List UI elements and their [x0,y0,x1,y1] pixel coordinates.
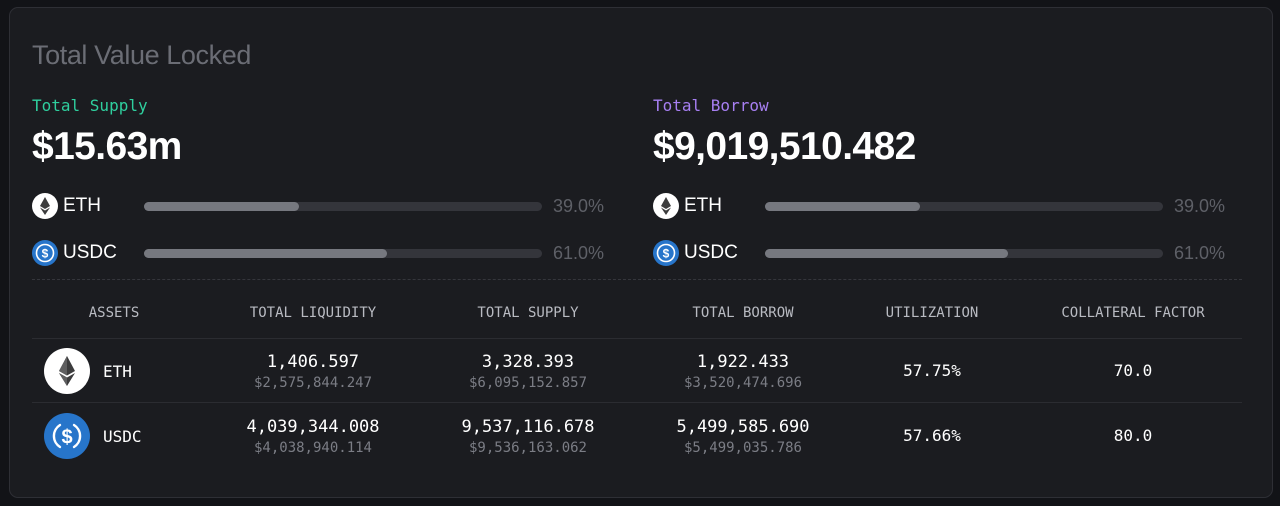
supply-eth-bar-fill [144,202,300,211]
supply-usd: $9,536,163.062 [468,440,587,456]
liquidity-cell: 4,039,344.008 $4,038,940.114 [246,416,379,457]
supply-usdc-bar [144,249,542,258]
borrow-amount: 5,499,585.690 [676,417,810,437]
col-header-total-borrow: TOTAL BORROW [692,305,794,321]
supply-amount: 9,537,116.678 [461,417,595,437]
borrow-amount: 1,922.433 [696,352,790,372]
supply-cell: 3,328.393 $6,095,152.857 [469,351,587,392]
bar-asset-label: USDC [63,242,117,263]
usdc-icon: $ [32,240,58,266]
utilization-value: 57.75% [903,361,961,380]
asset-name: USDC [103,427,142,446]
borrow-bar-row-eth: ETH 39.0% [653,193,1243,219]
eth-icon [44,348,90,394]
borrow-cell: 1,922.433 $3,520,474.696 [684,351,802,392]
total-supply-label: Total Supply [32,96,148,115]
borrow-eth-bar-fill [765,202,921,211]
total-borrow-label: Total Borrow [653,96,769,115]
collateral-factor-value: 80.0 [1113,426,1153,445]
bar-percent: 61.0% [553,243,605,263]
svg-text:$: $ [61,427,72,449]
supply-bar-row-eth: ETH 39.0% [32,193,622,219]
bar-asset-label: USDC [684,242,738,263]
supply-usdc-bar-fill [144,249,387,258]
bar-asset-label: ETH [63,195,101,216]
table-row[interactable]: ETH 1,406.597 $2,575,844.247 3,328.393 $… [32,339,1242,403]
liquidity-usd: $4,038,940.114 [253,440,372,456]
collateral-factor-value: 70.0 [1113,361,1153,380]
total-borrow-value: $9,019,510.482 [653,125,916,168]
liquidity-cell: 1,406.597 $2,575,844.247 [254,351,372,392]
table-header-divider [32,338,1242,339]
borrow-eth-bar [765,202,1163,211]
asset-name: ETH [103,362,132,381]
eth-icon [653,193,679,219]
supply-bar-row-usdc: $ USDC 61.0% [32,240,622,266]
borrow-usd: $3,520,474.696 [683,375,803,391]
supply-amount: 3,328.393 [481,352,575,372]
bar-percent: 61.0% [1174,243,1226,263]
total-borrow-panel: Total Borrow $9,019,510.482 ETH 39.0% $ … [653,96,1243,266]
total-supply-panel: Total Supply $15.63m ETH 39.0% $ USDC 61… [32,96,622,266]
bar-percent: 39.0% [553,196,605,216]
liquidity-amount: 1,406.597 [266,352,360,372]
supply-usd: $6,095,152.857 [468,375,588,391]
col-header-total-liquidity: TOTAL LIQUIDITY [249,305,377,321]
table-header: ASSETS TOTAL LIQUIDITY TOTAL SUPPLY TOTA… [32,305,1242,325]
liquidity-amount: 4,039,344.008 [246,417,380,437]
dashed-divider [32,279,1242,280]
supply-cell: 9,537,116.678 $9,536,163.062 [461,416,594,457]
utilization-value: 57.66% [903,426,961,445]
total-supply-value: $15.63m [32,125,182,168]
borrow-usdc-bar-fill [765,249,1008,258]
col-header-collateral-factor: COLLATERAL FACTOR [1061,305,1205,321]
table-row[interactable]: $ USDC 4,039,344.008 $4,038,940.114 9,53… [32,404,1242,468]
bar-asset-label: ETH [684,195,722,216]
liquidity-usd: $2,575,844.247 [253,375,373,391]
card-title: Total Value Locked [32,40,251,70]
usdc-icon: $ [44,413,90,459]
svg-text:$: $ [42,247,49,261]
col-header-total-supply: TOTAL SUPPLY [477,305,579,321]
borrow-usd: $5,499,035.786 [683,440,802,456]
borrow-cell: 5,499,585.690 $5,499,035.786 [676,416,809,457]
col-header-utilization: UTILIZATION [885,305,979,321]
col-header-assets: ASSETS [88,305,140,321]
supply-eth-bar [144,202,542,211]
borrow-usdc-bar [765,249,1163,258]
usdc-icon: $ [653,240,679,266]
borrow-bar-row-usdc: $ USDC 61.0% [653,240,1243,266]
tvl-card: Total Value Locked Total Supply $15.63m … [9,7,1273,498]
svg-text:$: $ [663,247,670,261]
eth-icon [32,193,58,219]
bar-percent: 39.0% [1174,196,1226,216]
